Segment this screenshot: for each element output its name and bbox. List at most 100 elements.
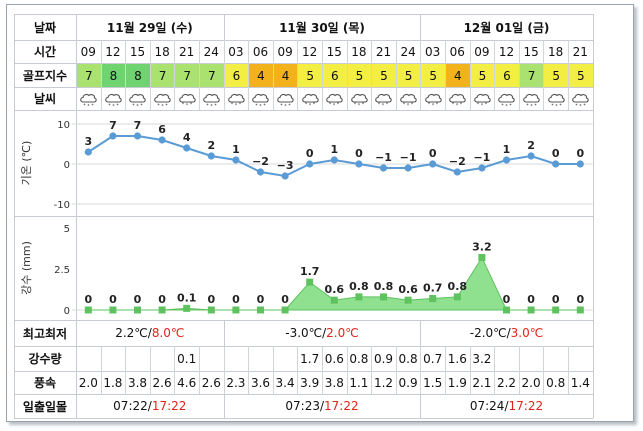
wind-speed-value: 3.8: [127, 375, 148, 390]
hour-divider: [543, 87, 545, 110]
hour-divider: [100, 346, 102, 371]
svg-text:*: *: [304, 102, 307, 107]
hour-divider: [248, 87, 250, 110]
hour-divider: [568, 63, 569, 87]
precip-value: 3.2: [472, 351, 492, 366]
hour-divider: [100, 63, 102, 87]
separator: /: [504, 399, 509, 413]
svg-text:*: *: [333, 103, 336, 107]
svg-text:*: *: [386, 102, 389, 107]
separator: /: [147, 326, 152, 340]
hour-divider: [494, 63, 496, 87]
precip-value: [101, 346, 126, 371]
row-divider: [14, 216, 593, 217]
row-label-precip: 강수량: [28, 352, 62, 366]
cloud-icon: [273, 87, 298, 110]
golf-index-cell: 5: [396, 64, 421, 87]
hour-divider: [346, 346, 348, 371]
hour-divider: [125, 40, 127, 63]
row-divider: [14, 63, 593, 64]
hour-label: 18: [351, 44, 367, 59]
cloud-icon: [150, 87, 175, 110]
svg-text:*: *: [329, 102, 332, 107]
hour-divider: [174, 40, 176, 63]
hour-label: 21: [375, 44, 392, 59]
day-divider: [420, 320, 422, 346]
sunrise-sunset: 07:22/17:22: [76, 394, 224, 418]
wind-speed-value: 1.9: [447, 375, 467, 390]
hour-divider: [469, 87, 471, 110]
hour-label: 15: [129, 44, 146, 59]
max-temp: 2.0℃: [326, 326, 359, 340]
hour-divider: [322, 40, 323, 63]
separator: /: [319, 399, 325, 413]
precip-value: [224, 346, 249, 371]
golf-index-cell: 5: [470, 64, 495, 87]
hour-divider: [494, 87, 496, 110]
hour-divider: [346, 371, 348, 394]
cloud-snow-icon: * * *: [322, 87, 347, 110]
min-max-temp: -3.0℃/2.0℃: [224, 320, 421, 346]
hour-label: 09: [474, 44, 490, 59]
hour-divider: [199, 63, 200, 87]
cloud-snow-icon: * * *: [371, 87, 396, 110]
golf-index-cell: 4: [446, 64, 470, 87]
wind-speed-value: 3.8: [324, 375, 344, 390]
wind-speed-value: 3.6: [250, 375, 271, 390]
hour-divider: [272, 40, 274, 63]
hour-label: 09: [277, 44, 293, 59]
hour-divider: [100, 40, 102, 63]
precip-value: [150, 346, 175, 371]
wind-speed-value: 1.4: [570, 375, 590, 390]
hour-label: 18: [548, 44, 564, 59]
hour-label: 06: [449, 44, 465, 59]
hour-divider: [420, 63, 422, 87]
precip-value: [248, 346, 273, 371]
svg-text:*: *: [362, 102, 365, 107]
wind-speed-value: 2.0: [521, 375, 541, 390]
wind-speed-value: 0.9: [398, 375, 418, 390]
hour-divider: [395, 87, 397, 110]
wind-speed-value: 2.1: [472, 375, 492, 390]
hour-divider: [371, 63, 373, 87]
golf-index-cell: 5: [544, 64, 568, 87]
svg-text:*: *: [481, 103, 484, 107]
hour-divider: [469, 346, 471, 371]
row-divider: [14, 87, 593, 88]
cloud-snow-icon: * * *: [174, 87, 199, 110]
min-temp: 2.2℃: [115, 326, 148, 340]
hour-label: 15: [523, 44, 539, 59]
sunrise-sunset: 07:23/17:22: [224, 394, 421, 418]
hour-divider: [445, 87, 446, 110]
hour-divider: [494, 371, 496, 394]
hour-divider: [125, 371, 127, 394]
hour-divider: [149, 87, 151, 110]
golf-index-cell: 6: [495, 64, 519, 87]
hour-divider: [395, 63, 397, 87]
precip-value: [273, 346, 298, 371]
hour-divider: [322, 371, 323, 394]
hour-label: 12: [498, 44, 515, 59]
hour-divider: [125, 63, 127, 87]
hour-divider: [346, 40, 348, 63]
svg-text:*: *: [181, 102, 184, 107]
golf-index-cell: 8: [126, 64, 150, 87]
precip-value: [494, 346, 519, 371]
row-label-date: 날짜: [33, 20, 57, 35]
wind-speed-value: 3.4: [275, 375, 295, 390]
separator: /: [147, 399, 152, 413]
svg-text:*: *: [411, 102, 414, 107]
wind-speed-value: 1.2: [373, 375, 394, 390]
hour-divider: [199, 371, 200, 394]
day-divider: [223, 394, 225, 418]
cloud-snow-icon: * * *: [297, 87, 322, 110]
hour-divider: [568, 87, 569, 110]
golf-index-cell: 5: [372, 64, 396, 87]
day-header: 12월 01일 (금): [463, 20, 550, 35]
hour-divider: [518, 371, 520, 394]
sunset-time: 17:22: [508, 399, 544, 413]
cloud-snow-icon: * * *: [470, 87, 495, 110]
row-divider: [14, 40, 593, 41]
cloud-icon: [248, 87, 273, 110]
hour-divider: [420, 40, 422, 63]
